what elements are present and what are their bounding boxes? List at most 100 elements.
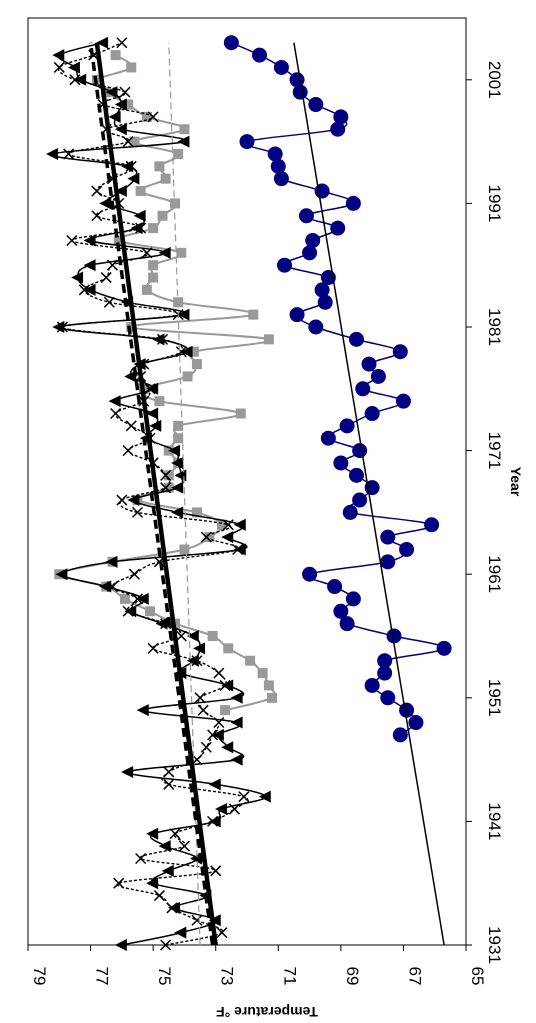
series-black-x-dashed-point-1943 bbox=[238, 791, 250, 803]
x-tick-label-1971: 1971 bbox=[485, 432, 504, 470]
series-black-triangle-point-1936 bbox=[146, 877, 159, 890]
series-navy-circle-point-1948 bbox=[392, 727, 408, 743]
series-black-triangle-point-1996 bbox=[177, 135, 190, 148]
series-navy-circle-point-1960 bbox=[327, 579, 343, 595]
series-gray-square-point-1986 bbox=[148, 260, 159, 271]
x-tick-label-2001: 2001 bbox=[485, 61, 504, 99]
series-gray-square-point-1973 bbox=[173, 420, 184, 431]
series-black-x-dashed-point-1951 bbox=[194, 692, 206, 704]
x-axis-title: Year bbox=[508, 467, 524, 497]
series-black-triangle-point-1966 bbox=[171, 506, 184, 519]
series-gray-square-point-1987 bbox=[176, 247, 187, 258]
series-gray-square-point-1958 bbox=[145, 606, 156, 617]
series-black-x-dashed-point-1939 bbox=[178, 840, 190, 852]
series-black-triangle-point-1992 bbox=[114, 185, 127, 198]
series-black-triangle-point-1937 bbox=[161, 864, 174, 877]
series-navy-circle-point-1979 bbox=[392, 344, 408, 360]
series-black-triangle-point-2000 bbox=[105, 86, 118, 99]
series-navy-circle-point-1958 bbox=[333, 603, 349, 619]
series-black-triangle-point-2004 bbox=[96, 36, 109, 49]
series-navy-circle-point-1992 bbox=[314, 183, 330, 199]
series-navy-circle-point-1957 bbox=[339, 616, 355, 632]
series-black-triangle-point-1932 bbox=[174, 926, 187, 939]
series-gray-square-point-1992 bbox=[135, 186, 146, 197]
series-black-triangle-point-1949 bbox=[230, 716, 243, 729]
series-navy-circle-point-1984 bbox=[314, 282, 330, 298]
series-gray-square-point-1972 bbox=[173, 433, 184, 444]
series-trend-thick-line bbox=[94, 42, 218, 946]
series-black-triangle-point-1947 bbox=[221, 741, 234, 754]
series-navy-circle-point-1949 bbox=[408, 715, 424, 731]
series-navy-circle-point-1995 bbox=[267, 146, 283, 162]
series-black-triangle-point-1981 bbox=[52, 321, 65, 333]
series-black-triangle-point-1990 bbox=[133, 209, 146, 222]
series-navy-circle-point-1999 bbox=[308, 97, 324, 113]
series-black-x-dashed-point-1983 bbox=[103, 296, 115, 308]
y-tick-label-69: 69 bbox=[343, 967, 362, 986]
x-tick-label-1941: 1941 bbox=[485, 802, 504, 840]
series-navy-circle-point-1966 bbox=[342, 504, 358, 520]
series-trend-dashed-thick-line bbox=[88, 42, 215, 946]
series-black-triangle-point-1989 bbox=[130, 222, 143, 235]
series-black-x-dashed-point-2004 bbox=[116, 37, 128, 49]
series-black-x-dashed-point-1961 bbox=[128, 568, 140, 580]
series-black-triangle-point-1985 bbox=[71, 271, 84, 284]
series-black-x-dashed-point-1931 bbox=[160, 939, 172, 951]
series-black-triangle-point-1952 bbox=[221, 679, 234, 692]
series-black-triangle-point-1975 bbox=[108, 395, 121, 408]
series-black-triangle-point-1984 bbox=[83, 283, 96, 296]
series-black-x-dashed-point-1945 bbox=[163, 766, 175, 778]
y-tick-label-77: 77 bbox=[93, 967, 112, 986]
series-black-triangle-point-1940 bbox=[146, 827, 159, 840]
series-black-triangle-point-1963 bbox=[233, 543, 246, 556]
series-navy-circle-point-1952 bbox=[364, 677, 380, 693]
series-gray-square-point-1952 bbox=[263, 680, 274, 691]
series-navy-circle-point-1955 bbox=[436, 640, 452, 656]
y-tick-label-73: 73 bbox=[218, 967, 237, 986]
series-gray-square-point-1975 bbox=[154, 396, 165, 407]
series-black-triangle-point-1958 bbox=[124, 605, 137, 618]
series-gray-square-point-1953 bbox=[257, 668, 268, 679]
series-gray-square-point-1954 bbox=[245, 655, 256, 666]
series-black-x-dashed-point-1974 bbox=[110, 407, 122, 420]
series-black-x-dashed-point-2000 bbox=[119, 86, 131, 98]
series-black-x-dashed-point-1996 bbox=[122, 136, 134, 148]
y-tick-label-65: 65 bbox=[468, 967, 487, 986]
series-black-x-dashed-point-1988 bbox=[66, 234, 78, 247]
series-navy-circle-point-1971 bbox=[352, 443, 368, 459]
series-black-x-dashed-point-1990 bbox=[91, 210, 103, 222]
series-black-triangle-point-1945 bbox=[121, 765, 134, 778]
series-navy-circle-point-1983 bbox=[317, 294, 333, 310]
series-black-x-dashed-point-1944 bbox=[163, 778, 175, 790]
series-black-x-dashed-point-1933 bbox=[191, 914, 203, 926]
series-black-triangle-point-1956 bbox=[186, 630, 199, 642]
series-navy-circle-point-1951 bbox=[380, 690, 396, 706]
series-gray-square-point-1990 bbox=[157, 210, 168, 221]
x-tick-label-1931: 1931 bbox=[485, 926, 504, 964]
series-gray-square-point-1994 bbox=[154, 161, 165, 172]
series-black-triangle-point-1961 bbox=[55, 568, 68, 581]
series-gray-square-point-1982 bbox=[248, 309, 259, 320]
series-black-triangle-point-1950 bbox=[136, 704, 149, 717]
series-navy-circle-point-1975 bbox=[395, 393, 411, 409]
series-gray-square-point-1993 bbox=[160, 173, 171, 184]
series-black-triangle-point-1941 bbox=[208, 815, 221, 828]
series-black-x-dashed-point-1956 bbox=[175, 630, 187, 642]
series-navy-circle-point-1993 bbox=[273, 171, 289, 187]
series-navy-circle-point-1954 bbox=[377, 653, 393, 669]
plot-frame bbox=[27, 17, 467, 946]
series-gray-square-point-1998 bbox=[141, 111, 152, 122]
series-navy-circle-point-1987 bbox=[302, 245, 318, 261]
series-black-x-dashed-point-1947 bbox=[200, 741, 212, 753]
series-black-x-dashed-point-1971 bbox=[122, 445, 134, 457]
series-black-triangle-point-1970 bbox=[171, 456, 184, 469]
series-black-triangle-point-1991 bbox=[99, 197, 112, 210]
series-black-x-dashed-point-1936 bbox=[113, 877, 125, 889]
series-navy-circle-point-1967 bbox=[352, 492, 368, 508]
series-navy-circle-point-1976 bbox=[355, 381, 371, 397]
series-navy-circle-point-1981 bbox=[308, 319, 324, 335]
series-black-triangle-point-1964 bbox=[221, 531, 234, 544]
series-black-triangle-point-1976 bbox=[146, 382, 159, 395]
series-navy-circle-point-2001 bbox=[289, 72, 305, 88]
